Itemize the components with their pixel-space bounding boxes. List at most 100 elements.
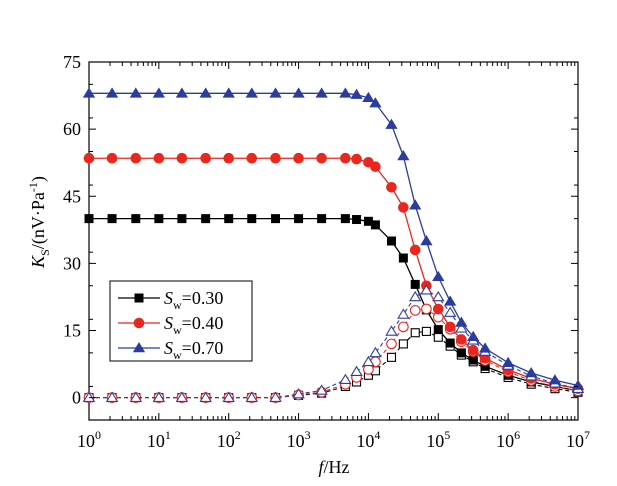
imag-point xyxy=(369,346,382,358)
imag-point xyxy=(409,305,421,316)
real-point xyxy=(129,87,142,98)
imag-point xyxy=(398,321,409,333)
real-point xyxy=(398,202,409,213)
imag-point xyxy=(409,290,422,302)
x-tick-label: 101 xyxy=(147,428,171,451)
real-point xyxy=(224,214,234,224)
x-tick-label: 106 xyxy=(496,428,520,451)
imag-point xyxy=(350,365,363,376)
real-point xyxy=(82,87,96,98)
series-layer xyxy=(82,87,585,403)
real-point xyxy=(201,214,211,224)
imag-point xyxy=(432,290,445,302)
x-tick-label: 107 xyxy=(566,428,590,451)
imag-point xyxy=(175,391,189,402)
real-point xyxy=(350,88,363,99)
plot-frame xyxy=(88,61,579,421)
real-point xyxy=(548,374,562,385)
y-tick-label: 60 xyxy=(63,119,81,139)
real-point xyxy=(432,303,444,315)
y-tick-label: 15 xyxy=(63,321,81,341)
y-tick-label: 30 xyxy=(63,253,81,273)
real-point xyxy=(153,152,165,164)
real-point xyxy=(444,321,456,333)
real-point xyxy=(386,182,397,193)
real-point xyxy=(292,87,305,98)
real-point xyxy=(107,214,117,224)
real-point xyxy=(340,214,350,224)
real-point xyxy=(397,150,410,161)
legend-entry: Sw=0.30 xyxy=(118,288,223,312)
legend-marker xyxy=(133,317,145,329)
real-point xyxy=(456,348,466,358)
imag-point xyxy=(199,391,212,402)
imag-point xyxy=(386,352,397,362)
real-point xyxy=(467,330,480,342)
real-point xyxy=(245,87,258,98)
real-point xyxy=(199,87,212,98)
imag-point xyxy=(245,391,258,402)
imag-point xyxy=(292,387,305,399)
real-point xyxy=(410,279,420,289)
imag-point xyxy=(152,391,166,402)
y-tick-label: 0 xyxy=(72,388,81,408)
real-point xyxy=(467,344,479,356)
real-point xyxy=(445,338,455,348)
real-point xyxy=(455,316,468,327)
real-point xyxy=(317,214,327,224)
real-point xyxy=(222,87,235,98)
real-point xyxy=(152,87,165,98)
x-tick-label: 104 xyxy=(356,428,380,451)
imag-point xyxy=(410,328,420,338)
imag-point xyxy=(222,391,235,402)
real-point xyxy=(444,295,457,306)
x-tick-label: 103 xyxy=(287,428,311,451)
real-point xyxy=(478,342,492,353)
real-point xyxy=(571,379,585,390)
real-point xyxy=(83,152,95,164)
real-point xyxy=(409,199,422,210)
real-point xyxy=(409,244,421,256)
series-Sw=0.70 xyxy=(82,87,585,402)
legend-box xyxy=(109,280,253,362)
real-point xyxy=(130,152,142,164)
x-tick-label: 105 xyxy=(426,428,450,451)
real-point xyxy=(154,214,164,224)
real-point xyxy=(433,325,443,335)
x-tick-label: 100 xyxy=(77,428,101,451)
imag-point xyxy=(433,332,443,342)
real-point xyxy=(316,152,327,164)
real-point xyxy=(370,161,381,173)
imag-point xyxy=(455,322,468,333)
imag-point xyxy=(443,306,457,317)
real-point xyxy=(432,270,445,282)
y-tick-label: 75 xyxy=(63,52,81,72)
legend-label: Sw=0.30 xyxy=(164,288,223,312)
real-point xyxy=(386,236,396,246)
real-point xyxy=(247,214,257,224)
legend-entry: Sw=0.40 xyxy=(118,313,223,337)
real-point xyxy=(456,334,467,345)
imag-point xyxy=(386,338,397,350)
real-point xyxy=(246,152,258,164)
real-point xyxy=(269,87,282,98)
legend-entry: Sw=0.70 xyxy=(118,338,223,362)
real-point xyxy=(339,87,352,98)
real-point xyxy=(340,152,351,164)
real-point xyxy=(398,253,408,263)
real-point xyxy=(385,118,398,129)
imag-point xyxy=(398,339,408,349)
real-point xyxy=(271,214,281,224)
x-axis-label: f/Hz xyxy=(318,457,349,477)
real-point xyxy=(502,356,515,367)
real-point xyxy=(293,152,304,164)
imag-point xyxy=(397,308,410,319)
legend-marker xyxy=(132,342,146,353)
real-point xyxy=(420,235,433,246)
imag-point xyxy=(269,391,282,402)
imag-point xyxy=(420,284,433,295)
imag-point xyxy=(105,391,119,402)
imag-line xyxy=(89,289,579,399)
